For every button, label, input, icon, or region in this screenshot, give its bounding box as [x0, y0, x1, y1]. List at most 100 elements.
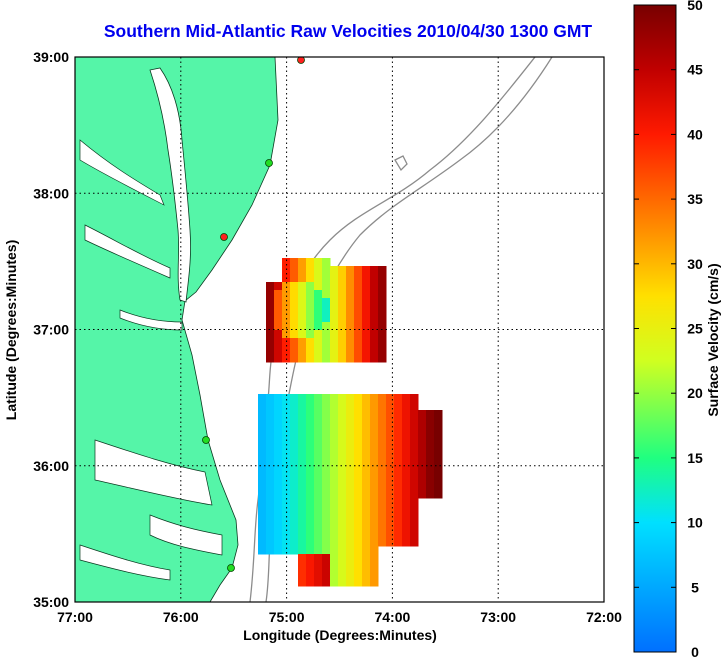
velocity-cell — [346, 466, 355, 475]
velocity-cell — [338, 490, 347, 499]
velocity-cell — [298, 402, 307, 411]
velocity-cell — [290, 346, 299, 355]
velocity-cell — [370, 410, 379, 419]
velocity-cell — [314, 298, 323, 307]
velocity-cell — [306, 570, 315, 579]
velocity-cell — [330, 266, 339, 275]
velocity-cell — [410, 458, 419, 467]
velocity-cell — [354, 546, 363, 555]
velocity-cell — [306, 410, 315, 419]
grid-lines — [75, 57, 604, 602]
velocity-cell — [298, 418, 307, 427]
velocity-cell — [266, 418, 275, 427]
velocity-cell — [362, 346, 371, 355]
velocity-cell — [330, 306, 339, 315]
velocity-cell — [322, 282, 331, 291]
velocity-cell — [330, 514, 339, 523]
velocity-cell — [314, 442, 323, 451]
velocity-cell — [322, 442, 331, 451]
velocity-cell — [410, 538, 419, 547]
colorbar — [633, 4, 677, 653]
velocity-cell — [322, 490, 331, 499]
velocity-cell — [314, 450, 323, 459]
velocity-cell — [306, 466, 315, 475]
velocity-cell — [362, 338, 371, 347]
velocity-cell — [298, 354, 307, 363]
velocity-cell — [370, 442, 379, 451]
velocity-cell — [346, 274, 355, 283]
velocity-cell — [330, 506, 339, 515]
velocity-cell — [346, 506, 355, 515]
velocity-cell — [402, 474, 411, 483]
velocity-cell — [330, 538, 339, 547]
velocity-cell — [322, 570, 331, 579]
velocity-cell — [306, 314, 315, 323]
velocity-cell — [290, 290, 299, 299]
velocity-cell — [394, 474, 403, 483]
velocity-cell — [394, 458, 403, 467]
velocity-cell — [330, 434, 339, 443]
plot-frame — [74, 56, 605, 603]
velocity-cell — [402, 538, 411, 547]
velocity-cell — [338, 322, 347, 331]
velocity-cell — [330, 354, 339, 363]
velocity-cell — [266, 434, 275, 443]
velocity-cell — [354, 450, 363, 459]
velocity-cell — [306, 418, 315, 427]
velocity-cell — [394, 538, 403, 547]
velocity-cell — [314, 506, 323, 515]
velocity-cell — [370, 466, 379, 475]
velocity-cell — [338, 274, 347, 283]
chesapeake-bay — [149, 67, 191, 303]
velocity-cell — [322, 418, 331, 427]
velocity-cell — [306, 482, 315, 491]
velocity-cell — [306, 434, 315, 443]
velocity-cell — [298, 554, 307, 563]
velocity-cell — [282, 498, 291, 507]
velocity-cell — [290, 426, 299, 435]
velocity-cell — [266, 354, 275, 363]
velocity-cell — [282, 410, 291, 419]
velocity-cell — [434, 418, 443, 427]
velocity-cell — [322, 578, 331, 587]
velocity-cell — [370, 498, 379, 507]
velocity-cell — [362, 322, 371, 331]
velocity-cell — [322, 546, 331, 555]
velocity-cell — [290, 418, 299, 427]
velocity-cell — [306, 338, 315, 347]
velocity-cell — [338, 418, 347, 427]
velocity-cell — [386, 490, 395, 499]
velocity-cell — [338, 434, 347, 443]
velocity-cell — [290, 522, 299, 531]
velocity-cell — [306, 298, 315, 307]
velocity-cell — [274, 402, 283, 411]
velocity-cell — [306, 426, 315, 435]
velocity-cell — [282, 258, 291, 267]
velocity-cell — [322, 314, 331, 323]
velocity-cell — [322, 298, 331, 307]
velocity-cell — [378, 290, 387, 299]
velocity-cell — [402, 410, 411, 419]
velocity-cell — [314, 306, 323, 315]
velocity-cell — [322, 274, 331, 283]
velocity-cell — [314, 338, 323, 347]
velocity-cell — [370, 346, 379, 355]
velocity-cell — [346, 554, 355, 563]
velocity-cell — [378, 418, 387, 427]
velocity-cell — [346, 490, 355, 499]
velocity-cell — [290, 458, 299, 467]
velocity-cell — [258, 506, 267, 515]
velocity-cell — [274, 282, 283, 291]
x-tick-label: 72:00 — [586, 609, 622, 625]
velocity-cell — [362, 474, 371, 483]
velocity-cell — [418, 474, 427, 483]
velocity-cell — [378, 450, 387, 459]
velocity-cell — [402, 418, 411, 427]
velocity-cell — [378, 426, 387, 435]
velocity-cell — [426, 434, 435, 443]
velocity-cell — [346, 394, 355, 403]
velocity-cell — [362, 274, 371, 283]
velocity-cell — [298, 538, 307, 547]
velocity-cell — [258, 442, 267, 451]
velocity-cell — [330, 554, 339, 563]
